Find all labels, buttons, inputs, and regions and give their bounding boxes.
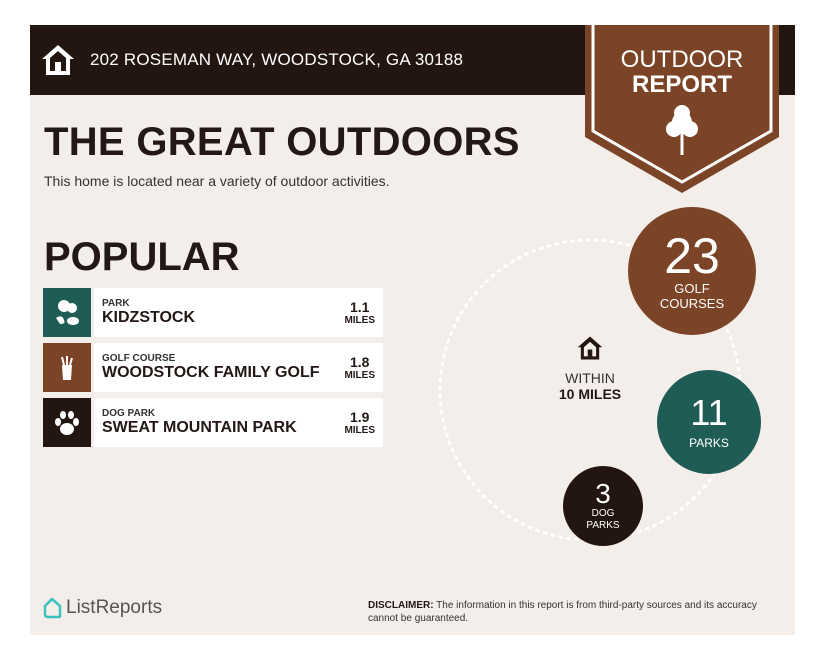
item-type: PARK bbox=[102, 298, 130, 309]
popular-list: PARK KIDZSTOCK 1.1 MILES GOLF COURSE WOOD… bbox=[43, 288, 383, 453]
list-item[interactable]: PARK KIDZSTOCK 1.1 MILES bbox=[43, 288, 383, 337]
dog-parks-stat: 3 DOG PARKS bbox=[563, 466, 643, 546]
tree-icon bbox=[666, 105, 698, 155]
listreports-logo: ListReports bbox=[42, 597, 162, 619]
item-distance: 1.1 bbox=[349, 299, 370, 315]
page-subtitle: This home is located near a variety of o… bbox=[44, 173, 390, 189]
item-unit: MILES bbox=[344, 315, 375, 326]
list-item[interactable]: DOG PARK SWEAT MOUNTAIN PARK 1.9 MILES bbox=[43, 398, 383, 447]
item-distance: 1.9 bbox=[349, 409, 370, 425]
item-name: SWEAT MOUNTAIN PARK bbox=[102, 419, 297, 436]
badge-label: OUTDOOR REPORT bbox=[620, 46, 744, 98]
item-unit: MILES bbox=[344, 425, 375, 436]
item-type: GOLF COURSE bbox=[102, 353, 176, 364]
home-icon bbox=[42, 45, 74, 75]
listreports-logo-icon bbox=[43, 597, 62, 619]
item-distance: 1.8 bbox=[349, 354, 370, 370]
park-icon bbox=[43, 288, 91, 337]
home-icon bbox=[577, 336, 603, 360]
property-address: 202 ROSEMAN WAY, WOODSTOCK, GA 30188 bbox=[90, 50, 464, 69]
item-type: DOG PARK bbox=[102, 408, 156, 419]
parks-stat: 11 PARKS bbox=[657, 370, 761, 474]
outdoor-report-card: 202 ROSEMAN WAY, WOODSTOCK, GA 30188 OUT… bbox=[30, 25, 795, 635]
list-item[interactable]: GOLF COURSE WOODSTOCK FAMILY GOLF 1.8 MIL… bbox=[43, 343, 383, 392]
disclaimer: DISCLAIMER: The information in this repo… bbox=[368, 600, 757, 624]
item-name: KIDZSTOCK bbox=[102, 309, 196, 326]
golf-courses-stat: 23 GOLF COURSES bbox=[628, 207, 756, 335]
outdoor-report-badge bbox=[585, 25, 779, 193]
item-name: WOODSTOCK FAMILY GOLF bbox=[102, 364, 320, 381]
item-unit: MILES bbox=[344, 370, 375, 381]
popular-heading: POPULAR bbox=[44, 235, 240, 279]
radius-label: WITHIN 10 MILES bbox=[535, 335, 645, 402]
page-title: THE GREAT OUTDOORS bbox=[44, 120, 520, 164]
golf-bag-icon bbox=[43, 343, 91, 392]
paw-icon bbox=[43, 398, 91, 447]
